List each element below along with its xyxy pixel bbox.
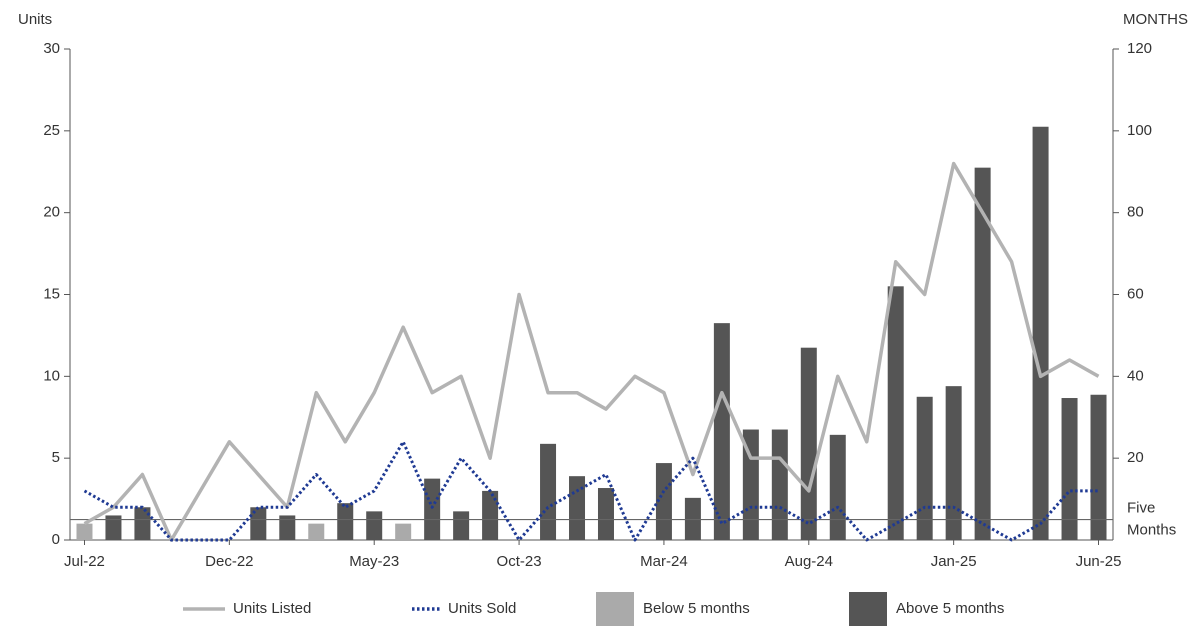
- legend-label: Units Listed: [233, 600, 311, 617]
- bar: [105, 515, 122, 540]
- bar: [250, 507, 267, 540]
- y-tick-label: 20: [43, 204, 60, 221]
- line-sold: [83, 440, 1099, 542]
- y-tick-label: 30: [43, 40, 60, 57]
- y-axis-label: Units: [18, 11, 52, 28]
- x-tick-label: Oct-23: [497, 553, 542, 570]
- legend-label: Below 5 months: [643, 600, 750, 617]
- bar: [916, 396, 933, 540]
- x-tick-label: Mar-24: [640, 553, 688, 570]
- y2-tick-label: 80: [1127, 204, 1144, 221]
- y-tick-label: 5: [52, 449, 60, 466]
- x-tick-label: Jan-25: [931, 553, 977, 570]
- bar: [597, 488, 614, 540]
- bar: [337, 503, 354, 540]
- legend-swatch: [849, 592, 887, 626]
- x-tick-label: May-23: [349, 553, 399, 570]
- bar: [453, 511, 470, 540]
- bar: [1032, 126, 1049, 540]
- x-tick-label: Jun-25: [1076, 553, 1122, 570]
- y-tick-label: 0: [52, 531, 60, 548]
- bar: [569, 476, 586, 540]
- bar: [945, 386, 962, 540]
- bar: [395, 523, 412, 540]
- bar: [134, 507, 151, 540]
- bar: [308, 523, 325, 540]
- bar: [1061, 398, 1078, 540]
- y-tick-label: 15: [43, 285, 60, 302]
- x-tick-label: Dec-22: [205, 553, 253, 570]
- bar: [424, 478, 441, 540]
- line-listed: [83, 161, 1100, 542]
- y-tick-label: 25: [43, 122, 60, 139]
- x-tick-label: Aug-24: [785, 553, 833, 570]
- reference-label: Months: [1127, 522, 1176, 539]
- legend-label: Above 5 months: [896, 600, 1004, 617]
- reference-label: Five: [1127, 500, 1155, 517]
- bar: [540, 443, 557, 540]
- bar: [800, 347, 817, 540]
- x-tick-label: Jul-22: [64, 553, 105, 570]
- legend-swatch: [596, 592, 634, 626]
- bar: [1090, 394, 1107, 540]
- bar: [771, 429, 788, 540]
- bar: [366, 511, 383, 540]
- y2-tick-label: 40: [1127, 367, 1144, 384]
- y2-tick-label: 120: [1127, 40, 1152, 57]
- y2-axis-label: MONTHS: [1123, 11, 1188, 28]
- y-tick-label: 10: [43, 367, 60, 384]
- legend-label: Units Sold: [448, 600, 516, 617]
- bar: [974, 167, 991, 541]
- bar: [76, 523, 93, 540]
- bar: [684, 497, 701, 540]
- bar: [713, 323, 730, 540]
- bar: [887, 286, 904, 540]
- bar: [829, 434, 846, 540]
- y2-tick-label: 60: [1127, 285, 1144, 302]
- bar: [482, 490, 499, 540]
- y2-tick-label: 20: [1127, 449, 1144, 466]
- bar: [279, 515, 296, 540]
- y2-tick-label: 100: [1127, 122, 1152, 139]
- bar: [655, 463, 672, 540]
